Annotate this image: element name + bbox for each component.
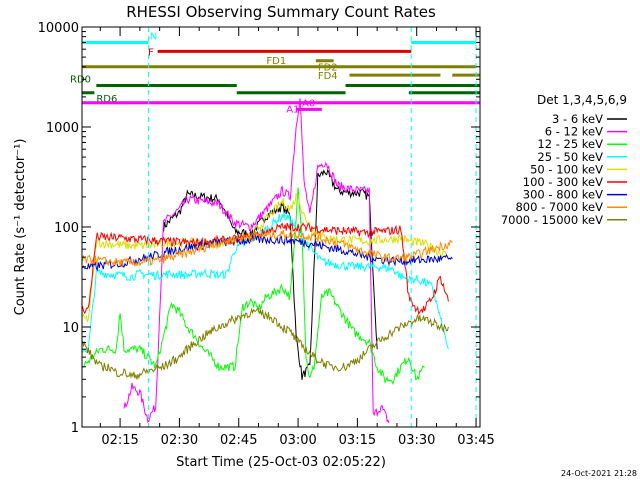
annotation-label-rd6: RD6: [96, 94, 117, 105]
annotation-label-fd4: FD4: [318, 71, 338, 82]
series-line-3: [82, 212, 449, 354]
annotation-label-fd2: FD2: [318, 63, 338, 74]
annotation-label-fd1: FD1: [266, 56, 286, 67]
axis-ticks: 02:15 02:30 02:45 03:00 03:15 03:30 03:45 1 10 10…: [38, 21, 495, 448]
legend-label-1: 6 - 12 keV: [545, 125, 603, 139]
series-line-4: [82, 192, 449, 322]
legend-label-6: 300 - 800 keV: [523, 188, 603, 202]
legend-label-4: 50 - 100 keV: [530, 162, 603, 176]
series-line-5: [82, 222, 449, 316]
timestamp-stamp: 24-Oct-2021 21:28: [561, 469, 637, 478]
series-line-6: [82, 233, 453, 272]
legend-label-7: 800 - 7000 keV: [515, 200, 603, 214]
annotation-label-n: N: [150, 31, 157, 42]
x-tick-label-5: 03:30: [398, 433, 435, 448]
series-layer: [82, 98, 453, 424]
series-line-2: [82, 187, 425, 385]
annotation-label-a0: A0: [302, 98, 315, 109]
x-tick-label-4: 03:15: [339, 433, 376, 448]
x-tick-label-1: 02:30: [161, 433, 198, 448]
y-tick-label-4: 10000: [38, 21, 79, 36]
y-tick-label-2: 100: [54, 221, 79, 236]
annotation-label-rd0: RD0: [70, 75, 91, 86]
series-line-8: [82, 307, 449, 380]
series-line-7: [82, 229, 453, 267]
x-tick-label-0: 02:15: [101, 433, 138, 448]
legend-title: Det 1,3,4,5,6,9: [537, 93, 627, 107]
annotation-label-f: F: [148, 47, 154, 58]
y-axis-label: Count Rate (s⁻¹ detector⁻¹): [13, 139, 28, 316]
legend-label-3: 25 - 50 keV: [537, 150, 603, 164]
annotation-label-a1: A1: [286, 105, 299, 116]
y-tick-label-3: 1000: [46, 121, 79, 136]
legend-label-8: 7000 - 15000 keV: [501, 213, 603, 227]
y-tick-label-1: 10: [62, 321, 79, 336]
series-line-1: [123, 98, 390, 424]
legend-label-2: 12 - 25 keV: [537, 137, 603, 151]
y-tick-label-0: 1: [71, 421, 79, 436]
x-axis-label: Start Time (25-Oct-03 02:05:22): [176, 455, 386, 470]
chart-title: RHESSI Observing Summary Count Rates: [126, 3, 436, 21]
x-tick-label-2: 02:45: [220, 433, 257, 448]
x-tick-label-6: 03:45: [457, 433, 494, 448]
legend-label-5: 100 - 300 keV: [523, 175, 603, 189]
legend-label-0: 3 - 6 keV: [552, 112, 603, 126]
x-tick-label-3: 03:00: [279, 433, 316, 448]
